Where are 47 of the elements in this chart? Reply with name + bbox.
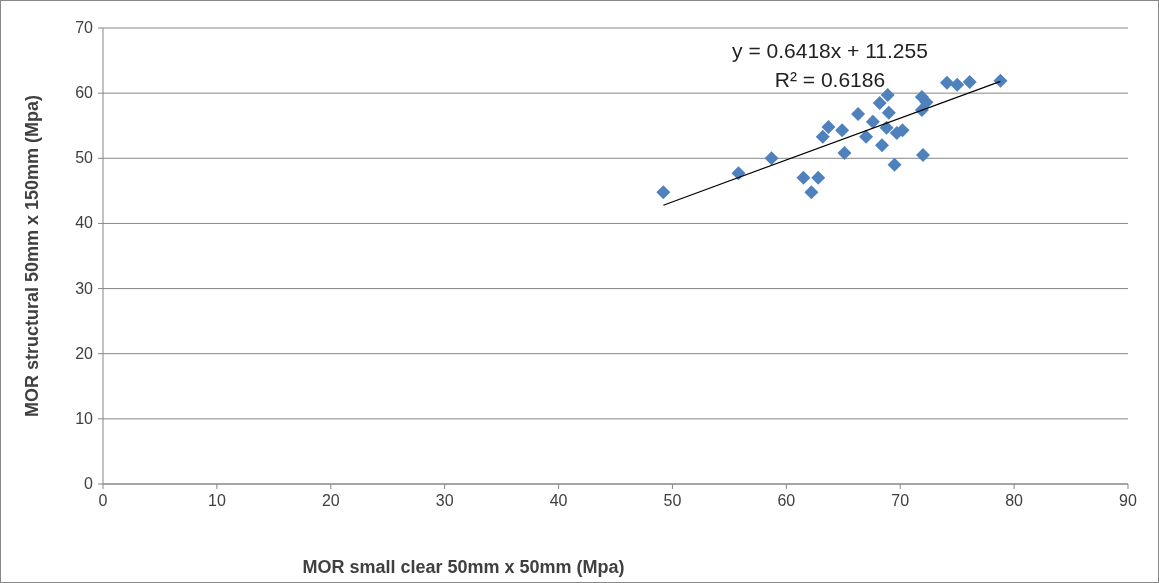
point	[764, 151, 779, 166]
point	[815, 129, 830, 144]
point	[804, 185, 819, 200]
x-tick-label: 70	[891, 492, 910, 509]
x-tick-label: 10	[207, 492, 226, 509]
point	[656, 185, 671, 200]
point	[821, 120, 836, 135]
point	[859, 129, 874, 144]
point	[993, 73, 1008, 88]
annotation: y = 0.6418x + 11.255	[732, 39, 928, 62]
y-tick-label: 40	[75, 214, 94, 232]
y-tick-label: 30	[75, 279, 94, 297]
x-tick-label: 40	[549, 492, 568, 509]
x-tick-label: 30	[435, 492, 454, 509]
point	[919, 95, 934, 110]
point	[731, 166, 746, 181]
x-axis-title: MOR small clear 50mm x 50mm (Mpa)	[302, 557, 625, 577]
point	[887, 157, 902, 172]
x-tick-label: 50	[663, 492, 682, 509]
point	[872, 95, 887, 110]
annotation: R² = 0.6186	[774, 68, 886, 91]
y-tick-label: 10	[75, 409, 94, 427]
point	[916, 148, 930, 163]
x-tick-label: 80	[1005, 492, 1024, 509]
point	[811, 170, 826, 185]
y-tick-label: 20	[75, 344, 94, 362]
x-tick-label: 90	[1119, 492, 1137, 509]
point	[837, 146, 852, 161]
point	[865, 114, 880, 129]
y-tick-label: 70	[75, 19, 94, 36]
x-tick-label: 60	[777, 492, 796, 509]
y-axis-title: MOR structural 50mm x 150mm (Mpa)	[22, 94, 42, 418]
point	[939, 75, 954, 90]
point	[875, 138, 889, 153]
point	[950, 77, 965, 92]
y-tick-label: 60	[75, 84, 94, 102]
point	[796, 170, 811, 185]
y-tick-label: 0	[84, 475, 94, 492]
x-tick-label: 20	[321, 492, 340, 509]
x-tick-label: 0	[98, 492, 108, 509]
point	[962, 75, 977, 90]
point	[880, 88, 895, 103]
point	[879, 120, 894, 135]
point	[835, 123, 850, 138]
point	[851, 106, 866, 121]
point	[881, 105, 896, 120]
y-tick-label: 50	[75, 149, 94, 167]
